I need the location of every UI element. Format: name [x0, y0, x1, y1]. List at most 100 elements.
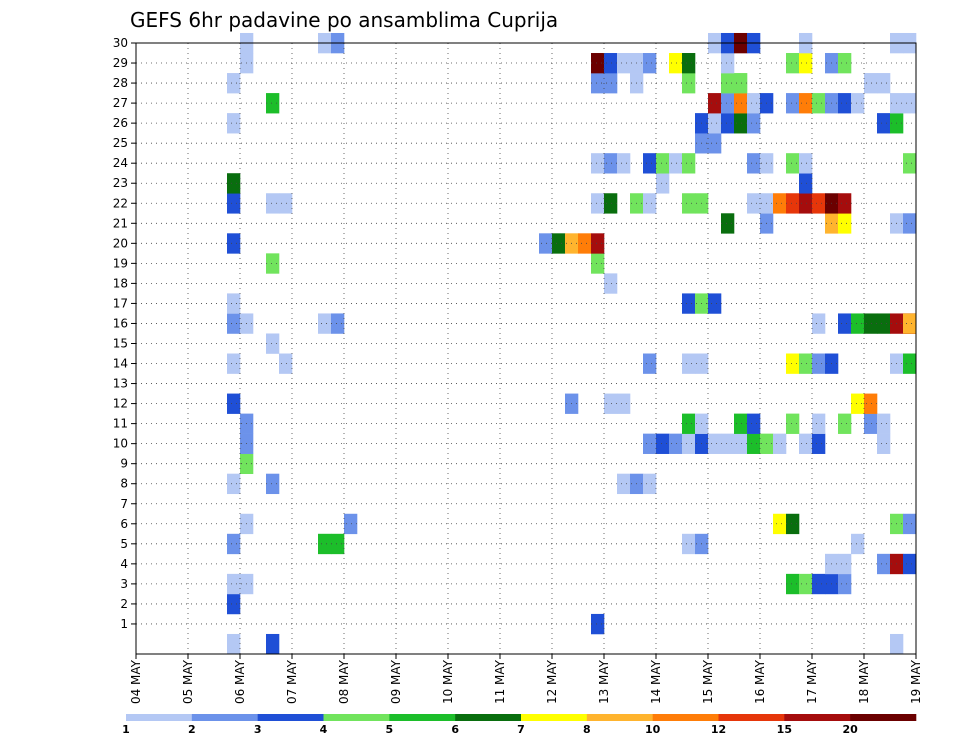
y-tick-label: 21 [113, 216, 128, 230]
heatmap-cell [851, 393, 865, 414]
colorbar-swatch [455, 714, 522, 721]
y-tick-label: 2 [120, 597, 128, 611]
colorbar-label: 7 [517, 723, 525, 736]
heatmap-cell [721, 113, 735, 134]
x-tick-label: 05 MAY [181, 659, 195, 704]
heatmap-cell [318, 533, 332, 555]
y-tick-label: 26 [113, 116, 128, 130]
heatmap-cell [747, 413, 761, 434]
heatmap-cell [604, 73, 618, 94]
y-tick-label: 7 [120, 497, 128, 511]
heatmap-cell [617, 153, 631, 174]
heatmap-cell [903, 93, 917, 114]
heatmap-cell [552, 233, 566, 254]
heatmap-cell [773, 193, 787, 214]
heatmap-cell [786, 413, 800, 434]
heatmap-cell [669, 153, 683, 174]
heatmap-cell [682, 193, 696, 214]
heatmap-cell [227, 73, 241, 94]
heatmap-cell [708, 113, 722, 134]
heatmap-cell [864, 413, 878, 434]
x-tick-label: 08 MAY [337, 659, 351, 704]
heatmap-cell [903, 153, 917, 174]
colorbar-swatch [389, 714, 456, 721]
heatmap-cell [747, 433, 761, 454]
y-tick-label: 20 [113, 236, 128, 250]
colorbar-swatch [126, 714, 193, 721]
plot-frame [135, 42, 917, 655]
colorbar-swatch [850, 714, 917, 721]
heatmap-cell [643, 53, 657, 74]
x-tick-label: 14 MAY [649, 659, 663, 704]
heatmap-cell [617, 53, 631, 74]
heatmap-cell [734, 433, 748, 454]
heatmap-cell [591, 193, 605, 214]
y-tick-label: 13 [113, 377, 128, 391]
colorbar-label: 2 [188, 723, 196, 736]
heatmap-cell [266, 193, 280, 214]
heatmap-cell [682, 53, 696, 74]
heatmap-cell [682, 353, 696, 374]
heatmap-cell [643, 433, 657, 454]
heatmap-cell [786, 193, 800, 214]
heatmap-cell [903, 213, 917, 234]
heatmap-cell [786, 153, 800, 174]
heatmap-cell [279, 353, 293, 374]
heatmap-cell [838, 193, 852, 214]
heatmap-cell [786, 513, 800, 535]
y-tick-label: 3 [120, 577, 128, 591]
heatmap-cell [864, 73, 878, 94]
heatmap-cell [227, 233, 241, 254]
heatmap-cell [227, 473, 241, 495]
heatmap-cell [812, 573, 826, 595]
y-tick-label: 1 [120, 617, 128, 631]
y-tick-label: 24 [113, 156, 128, 170]
y-tick-label: 14 [113, 357, 128, 371]
heatmap-cell [669, 53, 683, 74]
heatmap-cell [812, 193, 826, 214]
heatmap-cell [721, 53, 735, 74]
heatmap-cell [604, 393, 618, 414]
heatmap-cell [799, 173, 813, 194]
colorbar-swatch [257, 714, 324, 721]
heatmap-cell [227, 113, 241, 134]
x-tick-label: 18 MAY [857, 659, 871, 704]
heatmap-cell [799, 193, 813, 214]
chart-title: GEFS 6hr padavine po ansamblima Cuprija [130, 8, 558, 32]
cells-layer [227, 32, 917, 655]
colorbar-label: 10 [645, 723, 661, 736]
heatmap-cell [877, 553, 891, 575]
heatmap-cell [903, 353, 917, 374]
y-tick-label: 27 [113, 96, 128, 110]
colorbar-swatch [718, 714, 785, 721]
heatmap-cell [227, 293, 241, 314]
heatmap-cell [838, 313, 852, 334]
y-tick-label: 22 [113, 196, 128, 210]
heatmap-cell [708, 133, 722, 154]
heatmap-cell [851, 93, 865, 114]
heatmap-cell [227, 313, 241, 334]
y-tick-label: 11 [113, 417, 128, 431]
heatmap-cell [656, 433, 670, 454]
x-tick-label: 15 MAY [701, 659, 715, 704]
heatmap-cell [903, 313, 917, 334]
heatmap-cell [851, 313, 865, 334]
x-tick-label: 06 MAY [233, 659, 247, 704]
heatmap-cell [799, 573, 813, 595]
heatmap-cell [864, 393, 878, 414]
x-tick-label: 07 MAY [285, 659, 299, 704]
heatmap-cell [656, 153, 670, 174]
colorbar-label: 1 [122, 723, 130, 736]
y-tick-label: 8 [120, 477, 128, 491]
heatmap-cell [682, 433, 696, 454]
heatmap-cell [786, 573, 800, 595]
y-tick-label: 4 [120, 557, 128, 571]
heatmap-cell [851, 533, 865, 555]
heatmap-cell [890, 633, 904, 655]
heatmap-cell [838, 213, 852, 234]
heatmap-cell [331, 533, 345, 555]
colorbar-swatch [784, 714, 851, 721]
y-tick-label: 23 [113, 176, 128, 190]
heatmap-cell [747, 153, 761, 174]
colorbar-label: 6 [451, 723, 459, 736]
